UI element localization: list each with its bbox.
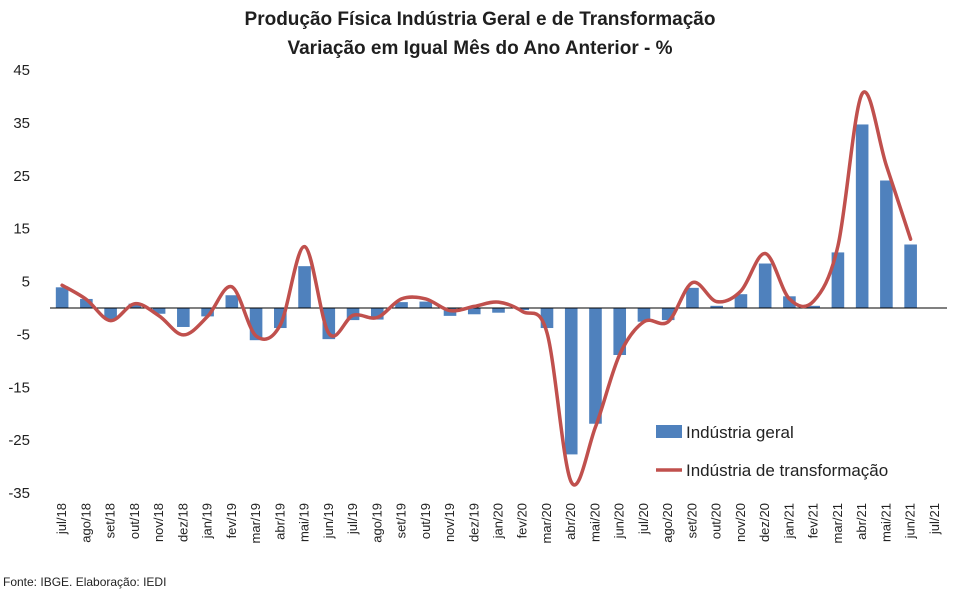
x-tick-label: dez/19 bbox=[466, 503, 481, 542]
bar-nov/20 bbox=[734, 294, 748, 308]
x-tick-label: ago/18 bbox=[78, 503, 93, 543]
y-tick-label: 5 bbox=[22, 274, 30, 291]
x-tick-label: jun/19 bbox=[321, 503, 336, 539]
bar-fev/20 bbox=[516, 307, 530, 311]
y-tick-label: -25 bbox=[8, 432, 30, 449]
bar-mai/21 bbox=[880, 180, 893, 308]
bar-jun/19 bbox=[322, 307, 336, 340]
y-tick-label: -15 bbox=[8, 379, 30, 396]
bar-ago/18 bbox=[80, 298, 93, 308]
x-tick-label: dez/20 bbox=[757, 503, 772, 542]
bar-jun/20 bbox=[613, 307, 627, 355]
x-tick-label: nov/20 bbox=[733, 503, 748, 542]
bar-out/19 bbox=[419, 301, 433, 308]
bar-jan/21 bbox=[783, 296, 796, 308]
bar-fev/19 bbox=[225, 295, 239, 308]
bar-ago/19 bbox=[370, 307, 384, 320]
chart-title: Produção Física Indústria Geral e de Tra… bbox=[245, 9, 716, 30]
legend-label-line: Indústria de transformação bbox=[686, 461, 888, 480]
bar-jan/20 bbox=[492, 307, 505, 313]
x-tick-label: set/20 bbox=[684, 503, 699, 538]
x-tick-label: mar/21 bbox=[830, 503, 845, 543]
chart-subtitle: Variação em Igual Mês do Ano Anterior - … bbox=[287, 38, 672, 59]
bar-set/19 bbox=[395, 302, 408, 308]
bar-jun/21 bbox=[904, 244, 917, 308]
bar-abr/21 bbox=[855, 124, 869, 308]
x-tick-label: set/19 bbox=[394, 503, 409, 538]
bar-abr/20 bbox=[564, 307, 578, 455]
y-tick-label: 25 bbox=[13, 168, 30, 185]
bar-nov/18 bbox=[152, 307, 166, 314]
bar-jul/20 bbox=[637, 307, 651, 322]
bar-set/18 bbox=[104, 307, 117, 320]
bar-out/20 bbox=[710, 305, 723, 308]
x-tick-label: jan/20 bbox=[491, 503, 506, 539]
y-axis-ticks: 45 35 25 15 5 -5 -15 -25 -35 bbox=[8, 62, 30, 502]
bar-mar/21 bbox=[831, 252, 845, 308]
y-tick-label: -5 bbox=[17, 326, 30, 343]
y-tick-label: 45 bbox=[13, 62, 30, 79]
x-tick-label: fev/20 bbox=[515, 503, 530, 538]
line-series bbox=[60, 90, 913, 487]
x-tick-label: jun/20 bbox=[612, 503, 627, 539]
bar-jul/18 bbox=[55, 287, 69, 308]
x-tick-label: out/19 bbox=[418, 503, 433, 539]
x-tick-label: mai/20 bbox=[587, 503, 602, 542]
x-tick-label: abr/20 bbox=[563, 503, 578, 540]
x-tick-label: fev/19 bbox=[224, 503, 239, 538]
bar-fev/21 bbox=[807, 305, 820, 308]
x-tick-label: jul/21 bbox=[927, 503, 942, 535]
x-tick-label: fev/21 bbox=[806, 503, 821, 538]
legend: Indústria geral Indústria de transformaç… bbox=[656, 423, 888, 480]
x-tick-label: jul/18 bbox=[54, 503, 69, 535]
x-tick-label: mar/20 bbox=[539, 503, 554, 543]
x-tick-label: jul/20 bbox=[636, 503, 651, 535]
bar-jan/19 bbox=[201, 307, 214, 317]
x-tick-label: jun/21 bbox=[903, 503, 918, 539]
x-tick-label: abr/21 bbox=[854, 503, 869, 540]
x-tick-label: mar/19 bbox=[248, 503, 263, 543]
x-tick-label: ago/20 bbox=[660, 503, 675, 543]
bar-set/20 bbox=[686, 287, 699, 308]
bar-dez/20 bbox=[758, 263, 772, 308]
x-tick-label: abr/19 bbox=[272, 503, 287, 540]
legend-label-bar: Indústria geral bbox=[686, 423, 794, 442]
x-axis-ticks: jul/18 ago/18 set/18 out/18 nov/18 dez/18 jan/… bbox=[54, 503, 942, 543]
x-tick-label: set/18 bbox=[103, 503, 118, 538]
x-tick-label: jul/19 bbox=[345, 503, 360, 535]
bar-dez/19 bbox=[467, 307, 481, 315]
y-tick-label: 35 bbox=[13, 115, 30, 132]
bar-series bbox=[55, 124, 917, 455]
x-tick-label: ago/19 bbox=[369, 503, 384, 543]
x-tick-label: mai/19 bbox=[297, 503, 312, 542]
x-tick-label: mai/21 bbox=[878, 503, 893, 542]
x-tick-label: nov/19 bbox=[442, 503, 457, 542]
x-tick-label: dez/18 bbox=[175, 503, 190, 542]
bar-mai/19 bbox=[298, 266, 311, 308]
bar-dez/18 bbox=[177, 307, 190, 327]
x-tick-label: jan/21 bbox=[781, 503, 796, 539]
legend-swatch-bar bbox=[656, 425, 682, 438]
x-tick-label: out/20 bbox=[709, 503, 724, 539]
bar-mai/20 bbox=[589, 307, 602, 424]
y-tick-label: -35 bbox=[8, 485, 30, 502]
x-tick-label: jan/19 bbox=[200, 503, 215, 539]
x-tick-label: nov/18 bbox=[151, 503, 166, 542]
source-note: Fonte: IBGE. Elaboração: IEDI bbox=[3, 575, 167, 589]
bar-out/18 bbox=[128, 303, 142, 308]
y-tick-label: 15 bbox=[13, 221, 30, 238]
x-tick-label: out/18 bbox=[127, 503, 142, 539]
